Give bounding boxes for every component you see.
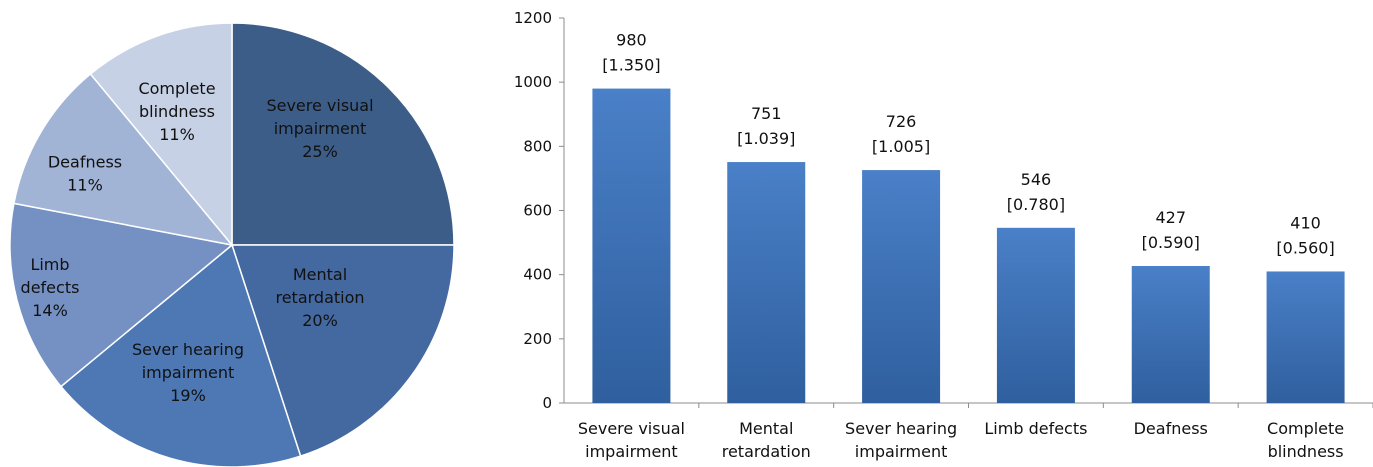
pie-slice-label: Sever hearing <box>132 340 244 359</box>
pie-slice-1 <box>231 22 455 246</box>
pie-slice-label: Deafness <box>48 153 122 172</box>
x-category-label: Deafness <box>1134 419 1208 438</box>
y-tick-label: 1000 <box>514 73 552 91</box>
bar-value-label: 726 <box>886 112 917 131</box>
pie-slice-percent: 19% <box>170 386 206 405</box>
bar-value-label: 427 <box>1155 208 1186 227</box>
pie-slice-label: Complete <box>138 79 215 98</box>
bar-4 <box>996 227 1075 403</box>
pie-slice-label: Limb <box>30 255 69 274</box>
x-category-label: Complete <box>1267 419 1344 438</box>
pie-slice-label: Mental <box>293 265 347 284</box>
x-category-label: Severe visual <box>578 419 685 438</box>
bar-ratio-label: [0.590] <box>1142 233 1200 252</box>
pie-slice-label: impairment <box>142 363 235 382</box>
pie-slice-6 <box>89 22 233 248</box>
x-category-label: Sever hearing <box>845 419 957 438</box>
pie-slice-percent: 25% <box>302 142 338 161</box>
bar-ratio-label: [1.005] <box>872 137 930 156</box>
pie-slice-4 <box>9 202 234 388</box>
pie-slice-label: blindness <box>139 102 215 121</box>
x-category-label: retardation <box>722 442 811 461</box>
bar-value-label: 546 <box>1021 170 1052 189</box>
pie-slice-label: impairment <box>274 119 367 138</box>
pie-slice-label: defects <box>21 278 80 297</box>
y-tick-label: 0 <box>542 394 552 412</box>
pie-slice-percent: 11% <box>159 125 195 144</box>
bar-ratio-label: [1.350] <box>602 56 660 75</box>
bar-value-label: 751 <box>751 104 782 123</box>
bar-ratio-label: [0.560] <box>1276 238 1334 257</box>
pie-slice-3 <box>59 243 302 467</box>
bar-1 <box>592 88 671 403</box>
bar-ratio-label: [1.039] <box>737 129 795 148</box>
bar-2 <box>727 162 806 403</box>
pie-slice-percent: 11% <box>67 176 103 195</box>
pie-slice-5 <box>13 72 234 247</box>
x-category-label: Limb defects <box>984 419 1087 438</box>
x-category-label: blindness <box>1268 442 1344 461</box>
bar-chart: 0 200 400 600 800 1000 1200 980 [1.350] Severe vi… <box>514 9 1373 461</box>
pie-slice-percent: 14% <box>32 301 68 320</box>
pie-chart: Severe visual impairment 25% Mental retardat… <box>9 22 455 467</box>
y-tick-label: 400 <box>523 266 552 284</box>
y-tick-label: 800 <box>523 137 552 155</box>
y-tick-label: 600 <box>523 202 552 220</box>
bar-value-label: 980 <box>616 31 647 50</box>
y-tick-label: 1200 <box>514 9 552 27</box>
bar-5 <box>1131 266 1210 403</box>
bar-ratio-label: [0.780] <box>1007 195 1065 214</box>
bar-value-label: 410 <box>1290 213 1321 232</box>
pie-slice-percent: 20% <box>302 311 338 330</box>
x-category-label: impairment <box>585 442 678 461</box>
pie-slice-label: Severe visual <box>266 96 373 115</box>
pie-slice-2 <box>230 244 455 458</box>
y-tick-label: 200 <box>523 330 552 348</box>
bar-6 <box>1266 271 1345 403</box>
x-category-label: impairment <box>855 442 948 461</box>
pie-slice-label: retardation <box>275 288 364 307</box>
bar-3 <box>862 170 941 403</box>
x-category-label: Mental <box>739 419 793 438</box>
